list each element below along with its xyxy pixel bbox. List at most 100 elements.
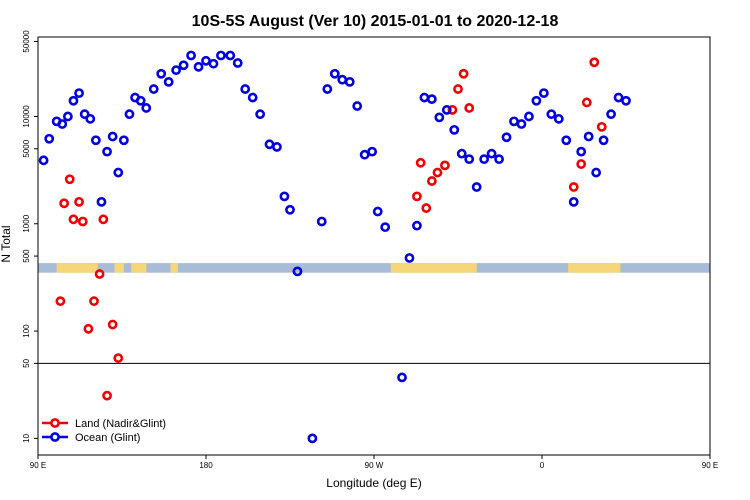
x-axis-label: Longitude (deg E)	[326, 476, 421, 490]
ocean-point	[456, 148, 467, 159]
ocean-point	[201, 55, 211, 66]
y-tick-label: 5000	[22, 139, 31, 157]
ocean-point	[464, 154, 475, 165]
ocean-point	[606, 109, 616, 120]
land-point	[412, 191, 422, 202]
ocean-point	[568, 196, 579, 207]
ocean-point	[186, 50, 196, 61]
ocean-point	[412, 220, 422, 231]
ocean-point	[322, 84, 333, 94]
legend-marker	[50, 418, 60, 428]
x-tick-label: 0	[540, 461, 545, 470]
series-ocean	[38, 50, 631, 444]
ocean-point	[359, 149, 370, 160]
ocean-point	[135, 95, 146, 106]
ocean-point	[292, 266, 303, 277]
y-tick-label: 1000	[22, 214, 31, 232]
ocean-point	[216, 50, 226, 61]
ocean-point	[471, 182, 482, 192]
ocean-point	[107, 131, 118, 142]
land-point	[576, 159, 587, 169]
y-tick-label: 10000	[22, 105, 31, 128]
chart-title: 10S-5S August (Ver 10) 2015-01-01 to 202…	[192, 13, 559, 30]
series-land	[55, 57, 607, 401]
ocean-point	[509, 116, 519, 127]
ocean-point	[240, 84, 251, 94]
ocean-point	[79, 109, 90, 120]
land-point	[83, 323, 94, 334]
ocean-point	[561, 135, 572, 146]
ocean-point	[621, 95, 631, 106]
land-point	[458, 68, 469, 79]
y-axis-label: N Total	[0, 225, 13, 262]
ocean-point	[68, 95, 79, 106]
ocean-point	[285, 204, 295, 215]
map-land-patch	[390, 263, 477, 273]
land-point	[596, 121, 607, 132]
ocean-point	[113, 167, 124, 178]
land-point	[568, 182, 579, 192]
land-point	[447, 105, 458, 115]
land-point	[589, 57, 600, 68]
ocean-point	[85, 113, 96, 124]
ocean-point	[397, 372, 407, 383]
map-land-patch	[568, 263, 621, 273]
x-tick-label: 90 W	[365, 461, 384, 470]
map-strip	[38, 263, 710, 273]
y-tick-label: 50000	[22, 30, 31, 53]
ocean-point	[38, 155, 49, 166]
land-point	[102, 390, 112, 401]
ocean-point	[486, 148, 497, 159]
ocean-point	[419, 92, 430, 103]
y-tick-label: 50	[22, 358, 31, 367]
land-point	[55, 296, 66, 307]
ocean-point	[598, 135, 609, 146]
x-tick-label: 90 E	[30, 461, 46, 470]
ocean-point	[255, 109, 266, 120]
ocean-point	[272, 142, 282, 152]
ocean-point	[434, 112, 445, 123]
land-point	[98, 214, 109, 225]
map-ocean-band	[38, 263, 710, 273]
y-axis: 10 50 100 500 1000 5000 10000 50000	[22, 30, 38, 443]
land-point	[453, 84, 463, 94]
ocean-point	[531, 95, 542, 106]
ocean-point	[329, 68, 340, 79]
ocean-point	[163, 76, 174, 87]
map-land-patch	[131, 263, 147, 273]
ocean-point	[583, 131, 594, 142]
ocean-point	[247, 92, 258, 103]
y-tick-label: 500	[22, 249, 31, 263]
land-point	[426, 176, 437, 186]
land-point	[94, 269, 105, 279]
ocean-point	[372, 206, 383, 217]
land-point	[464, 103, 475, 113]
land-point	[421, 203, 432, 213]
land-point	[77, 216, 88, 227]
land-point	[74, 196, 84, 207]
ocean-point	[148, 84, 159, 94]
map-land-patch	[114, 263, 124, 273]
ocean-point	[576, 146, 587, 157]
ocean-point	[494, 154, 504, 165]
ocean-point	[449, 124, 460, 135]
x-axis: 90 E 180 90 W 0 90 E	[30, 455, 718, 470]
ocean-point	[344, 76, 355, 87]
ocean-point	[178, 60, 189, 71]
ocean-point	[118, 135, 129, 146]
ocean-point	[553, 113, 564, 124]
land-point	[59, 198, 70, 209]
ocean-point	[380, 222, 391, 233]
ocean-point	[90, 135, 101, 146]
ocean-point	[156, 68, 167, 79]
land-point	[89, 296, 99, 307]
legend: Land (Nadir&Glint) Ocean (Glint)	[42, 418, 166, 444]
legend-label: Ocean (Glint)	[75, 432, 140, 444]
land-point	[113, 353, 124, 363]
ocean-point	[591, 167, 602, 178]
ocean-point	[337, 74, 348, 85]
ocean-point	[404, 253, 415, 263]
ocean-point	[74, 88, 84, 99]
ocean-point	[44, 133, 55, 144]
ocean-point	[171, 65, 182, 76]
